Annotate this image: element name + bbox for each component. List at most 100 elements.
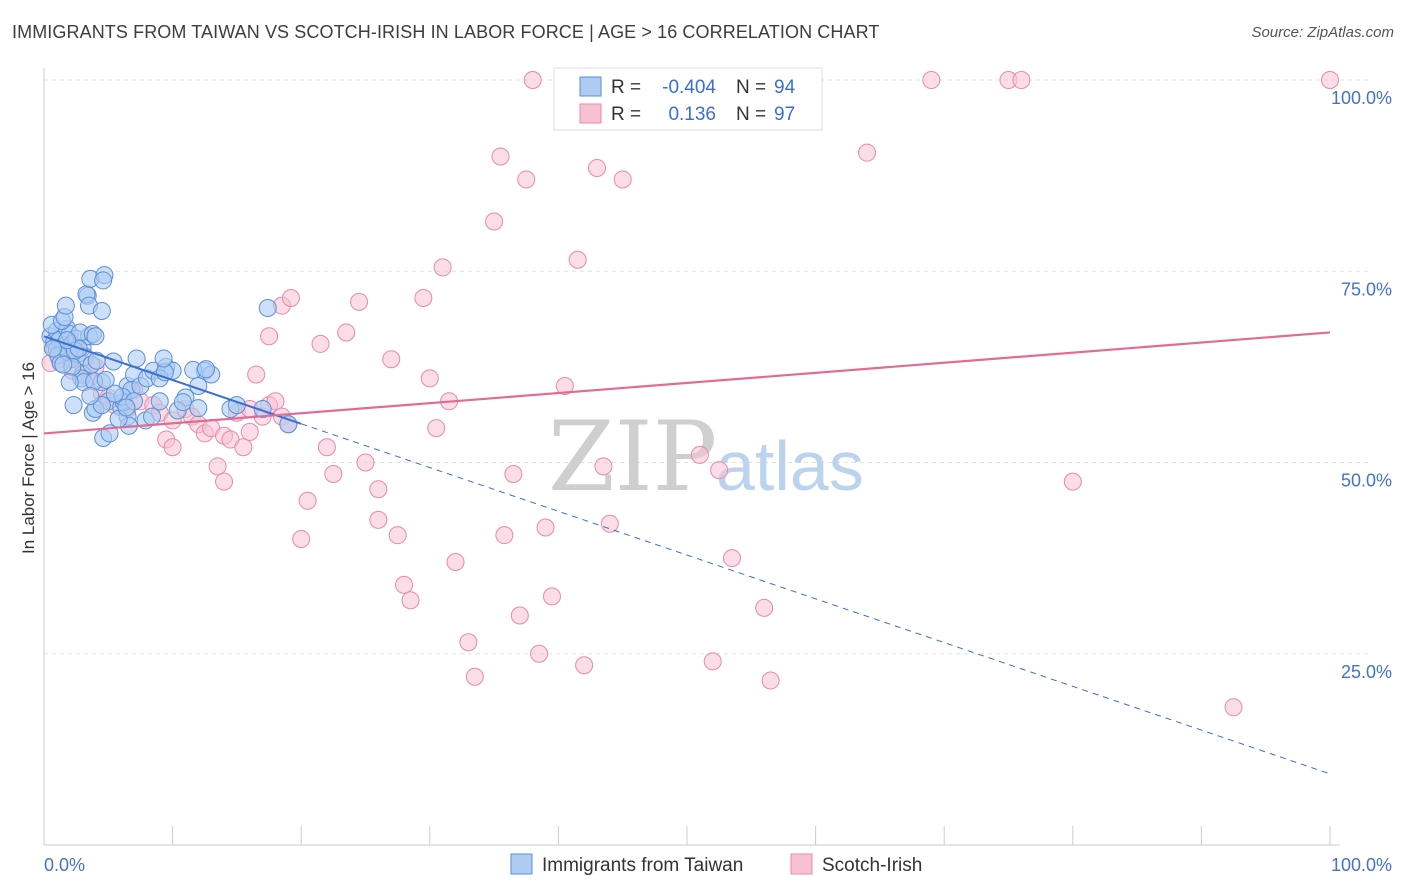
scotch-irish-point-39: [247, 365, 266, 384]
legend-swatch-blue: [579, 76, 602, 97]
series-legend-label-taiwan: Immigrants from Taiwan: [542, 855, 743, 876]
y-tick-label-3: 100.0%: [1331, 88, 1392, 108]
scotch-irish-point-77: [587, 158, 606, 177]
taiwan-point-64: [105, 384, 124, 403]
taiwan-point-28: [86, 327, 105, 346]
scotch-irish-point-27: [240, 422, 259, 441]
scotch-irish-point-67: [510, 606, 529, 625]
scotch-irish-point-96: [298, 491, 317, 510]
scotch-irish-point-69: [523, 71, 542, 89]
scotch-irish-point-43: [311, 334, 330, 353]
scotch-irish-point-65: [495, 526, 514, 545]
series-legend-swatch-taiwan: [510, 853, 533, 875]
scotch-irish-point-57: [427, 419, 446, 438]
series-legend-label-scotch-irish: Scotch-Irish: [822, 855, 922, 876]
scotch-irish-point-51: [382, 350, 401, 369]
scotch-irish-point-64: [491, 147, 510, 166]
scotch-irish-point-52: [388, 526, 407, 545]
scotch-irish-point-36: [215, 472, 234, 491]
taiwan-point-16: [56, 296, 75, 315]
taiwan-point-80: [154, 349, 173, 368]
series-legend-swatch-scotch-irish: [790, 853, 813, 875]
taiwan-point-54: [253, 399, 272, 418]
scotch-irish-point-79: [600, 514, 619, 533]
legend-r-value-1: -0.404: [662, 77, 716, 98]
taiwan-point-93: [117, 398, 136, 417]
source-label: Source: ZipAtlas.com: [1251, 24, 1394, 41]
taiwan-point-88: [44, 339, 63, 358]
watermark-zip: ZIP: [548, 401, 717, 513]
scotch-irish-point-49: [369, 480, 388, 499]
scotch-irish-point-72: [542, 587, 561, 606]
scotch-irish-point-93: [1224, 698, 1243, 717]
x-tick-label-0: 0.0%: [44, 855, 85, 875]
scotch-irish-point-48: [356, 453, 375, 472]
watermark-atlas: atlas: [716, 427, 864, 505]
scotch-irish-point-60: [446, 552, 465, 571]
scotch-irish-points: [41, 71, 1339, 717]
taiwan-point-89: [54, 355, 73, 374]
taiwan-point-85: [96, 370, 115, 389]
axes: [43, 68, 1340, 846]
y-tick-label-0: 25.0%: [1341, 662, 1392, 682]
scotch-irish-point-91: [1012, 71, 1031, 89]
scotch-irish-point-42: [281, 289, 300, 308]
legend-r-label-1: R =: [611, 77, 641, 98]
taiwan-point-45: [150, 392, 169, 411]
scotch-irish-point-82: [690, 445, 709, 464]
scotch-irish-point-56: [420, 369, 439, 388]
legend-r-label-2: R =: [611, 104, 641, 125]
taiwan-point-82: [197, 360, 216, 379]
taiwan-trend-line: [43, 335, 302, 425]
scotch-irish-point-95: [292, 530, 311, 548]
scotch-irish-point-44: [317, 438, 336, 457]
scotch-irish-point-34: [163, 438, 182, 457]
legend-n-label-1: N =: [736, 77, 766, 98]
scotch-irish-point-40: [260, 327, 279, 346]
scotch-irish-point-86: [755, 598, 774, 617]
y-tick-label-2: 75.0%: [1341, 279, 1392, 299]
taiwan-point-78: [104, 352, 123, 371]
scotch-irish-point-35: [208, 457, 227, 476]
scotch-irish-point-89: [922, 71, 941, 89]
scotch-irish-point-45: [324, 464, 343, 483]
taiwan-point-34: [64, 396, 83, 415]
x-tick-label-1: 100.0%: [1331, 855, 1392, 875]
taiwan-point-70: [189, 399, 208, 418]
taiwan-points: [41, 266, 298, 448]
stats-legend: R = -0.404 N = 94 R = 0.136 N = 97: [553, 67, 823, 131]
scotch-irish-point-50: [369, 510, 388, 529]
watermark: ZIP atlas: [548, 401, 864, 513]
y-axis-label: In Labor Force | Age > 16: [19, 362, 38, 554]
taiwan-point-90: [60, 373, 79, 392]
scotch-irish-point-53: [395, 575, 414, 594]
taiwan-point-69: [173, 393, 192, 412]
series-legend: Immigrants from Taiwan Scotch-Irish: [510, 853, 922, 876]
taiwan-point-83: [258, 298, 277, 317]
grid-lines: [44, 79, 1370, 655]
scotch-irish-trend-line: [43, 331, 1331, 435]
scotch-irish-point-78: [594, 457, 613, 476]
chart-title: IMMIGRANTS FROM TAIWAN VS SCOTCH-IRISH I…: [12, 22, 880, 42]
scotch-irish-point-47: [350, 292, 369, 311]
legend-n-label-2: N =: [736, 104, 766, 125]
x-tick-labels: 0.0% 100.0%: [44, 855, 1392, 875]
scotch-irish-point-85: [723, 549, 742, 568]
taiwan-point-87: [58, 331, 77, 350]
legend-n-value-2: 97: [774, 104, 795, 125]
scotch-irish-point-76: [575, 656, 594, 675]
scotch-irish-point-75: [568, 250, 587, 269]
taiwan-point-91: [81, 386, 100, 405]
taiwan-point-79: [127, 349, 146, 368]
legend-r-value-2: 0.136: [668, 104, 716, 125]
scotch-irish-point-70: [530, 644, 549, 663]
scotch-irish-point-26: [234, 438, 253, 457]
scotch-irish-point-71: [536, 518, 555, 537]
scotch-irish-point-83: [703, 652, 722, 671]
legend-n-value-1: 94: [774, 77, 796, 98]
scotch-irish-point-80: [613, 170, 632, 189]
scotch-irish-point-55: [414, 289, 433, 308]
scotch-irish-point-92: [1063, 472, 1082, 491]
scotch-irish-point-63: [485, 212, 504, 231]
y-tick-label-1: 50.0%: [1341, 471, 1392, 491]
